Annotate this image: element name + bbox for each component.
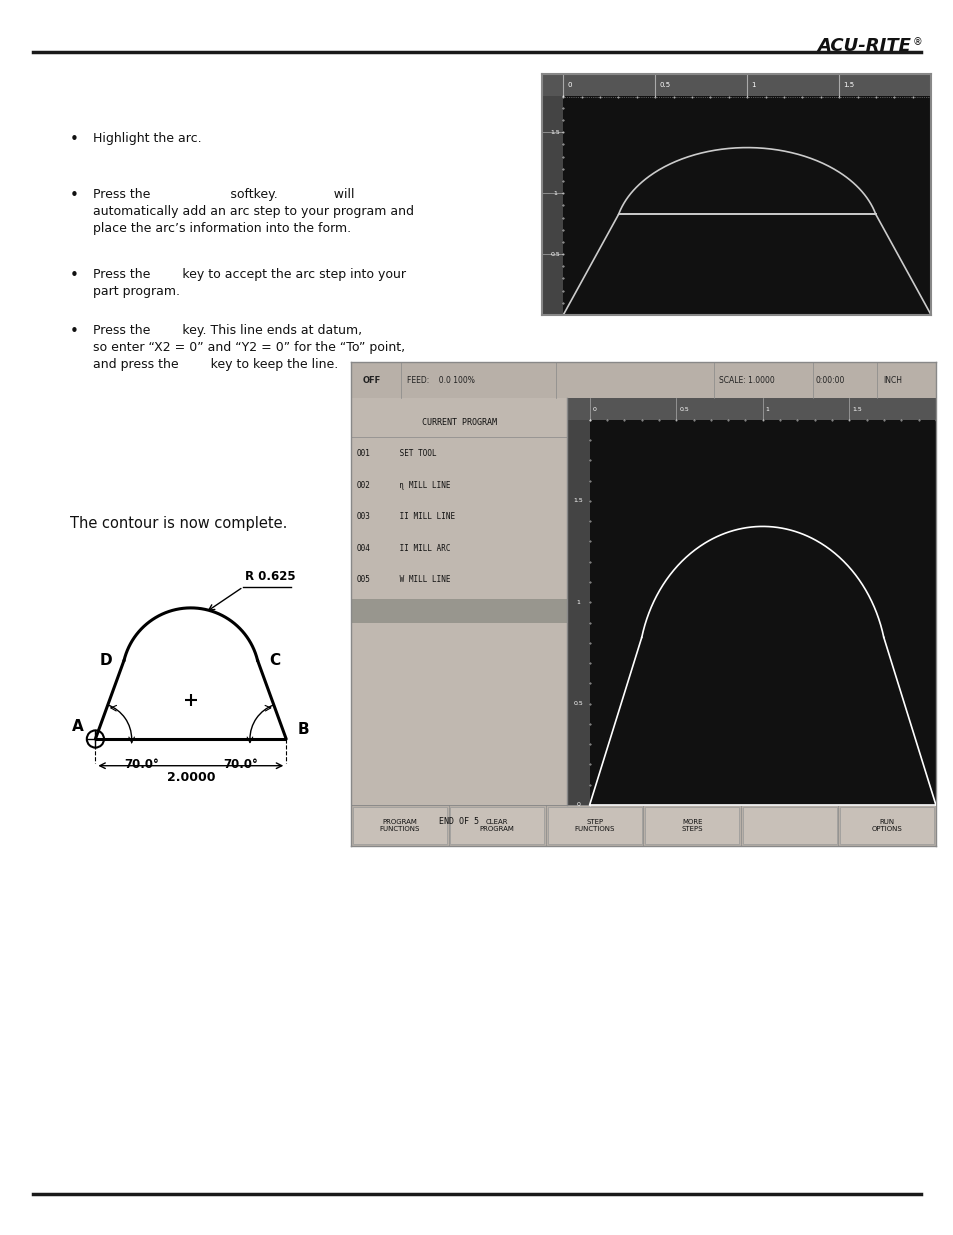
Text: •: • [70,188,78,203]
Text: The contour is now complete.: The contour is now complete. [70,516,287,531]
Text: SCALE: 1.0000: SCALE: 1.0000 [719,375,775,384]
Text: END OF 5: END OF 5 [438,818,478,826]
Text: INCH: INCH [882,375,902,384]
Text: 0.5: 0.5 [550,252,559,257]
Text: 1: 1 [765,406,769,411]
Text: STEP
FUNCTIONS: STEP FUNCTIONS [574,819,615,832]
Text: 2.0000: 2.0000 [167,772,214,784]
Text: 70.0°: 70.0° [223,758,257,771]
Text: RUN
OPTIONS: RUN OPTIONS [871,819,902,832]
FancyBboxPatch shape [567,398,935,420]
FancyBboxPatch shape [351,362,935,398]
Text: W MILL LINE: W MILL LINE [395,576,450,584]
Text: II MILL ARC: II MILL ARC [395,543,450,553]
Text: 1.5: 1.5 [550,130,559,135]
Text: •: • [70,268,78,283]
Text: FEED:    0.0 100%: FEED: 0.0 100% [406,375,474,384]
Text: 70.0°: 70.0° [124,758,158,771]
FancyBboxPatch shape [351,599,567,624]
Text: O05: O05 [356,576,371,584]
FancyBboxPatch shape [353,808,446,844]
FancyBboxPatch shape [840,808,933,844]
Text: OFF: OFF [362,375,380,384]
Text: 0: 0 [567,82,571,88]
Text: O02: O02 [356,480,371,490]
FancyBboxPatch shape [351,398,567,805]
Text: 1: 1 [553,190,557,195]
FancyBboxPatch shape [351,805,935,846]
Text: B: B [297,722,309,737]
Text: 0: 0 [592,406,596,411]
FancyBboxPatch shape [450,808,543,844]
Text: O01: O01 [356,450,371,458]
Text: SET TOOL: SET TOOL [395,450,436,458]
Text: 0: 0 [576,803,579,808]
Text: 1.5: 1.5 [573,499,583,504]
Text: 0:00:00: 0:00:00 [815,375,844,384]
Text: O03: O03 [356,513,371,521]
FancyBboxPatch shape [541,96,562,315]
Text: •: • [70,324,78,338]
Text: A: A [72,719,84,735]
Text: Press the        key. This line ends at datum,
so enter “X2 = 0” and “Y2 = 0” fo: Press the key. This line ends at datum, … [93,324,405,370]
Text: R 0.625: R 0.625 [245,571,295,583]
Text: ACU-RITE: ACU-RITE [817,37,910,54]
FancyBboxPatch shape [567,398,935,805]
Text: Press the        key to accept the arc step into your
part program.: Press the key to accept the arc step int… [93,268,406,298]
Text: 0.5: 0.5 [573,701,583,706]
Text: 1.5: 1.5 [851,406,862,411]
Text: Press the                    softkey.              will
automatically add an arc: Press the softkey. will automatically ad… [93,188,414,235]
Text: PROGRAM
FUNCTIONS: PROGRAM FUNCTIONS [379,819,419,832]
Text: 1: 1 [750,82,755,88]
Text: C: C [269,652,280,668]
Text: CLEAR
PROGRAM: CLEAR PROGRAM [479,819,515,832]
FancyBboxPatch shape [541,74,930,96]
Text: 0.5: 0.5 [659,82,670,88]
Text: ɳ MILL LINE: ɳ MILL LINE [395,480,450,490]
Text: MORE
STEPS: MORE STEPS [680,819,702,832]
Text: O04: O04 [356,543,371,553]
FancyBboxPatch shape [742,808,836,844]
Text: D: D [100,652,112,668]
Text: II MILL LINE: II MILL LINE [395,513,455,521]
Text: CURRENT PROGRAM: CURRENT PROGRAM [421,417,497,427]
FancyBboxPatch shape [644,808,739,844]
Text: Highlight the arc.: Highlight the arc. [93,132,202,146]
Text: •: • [70,132,78,147]
Text: 0.5: 0.5 [679,406,688,411]
Text: ®: ® [912,37,922,47]
Text: 1.5: 1.5 [842,82,853,88]
Text: 1: 1 [576,600,579,605]
FancyBboxPatch shape [567,420,589,805]
FancyBboxPatch shape [547,808,641,844]
